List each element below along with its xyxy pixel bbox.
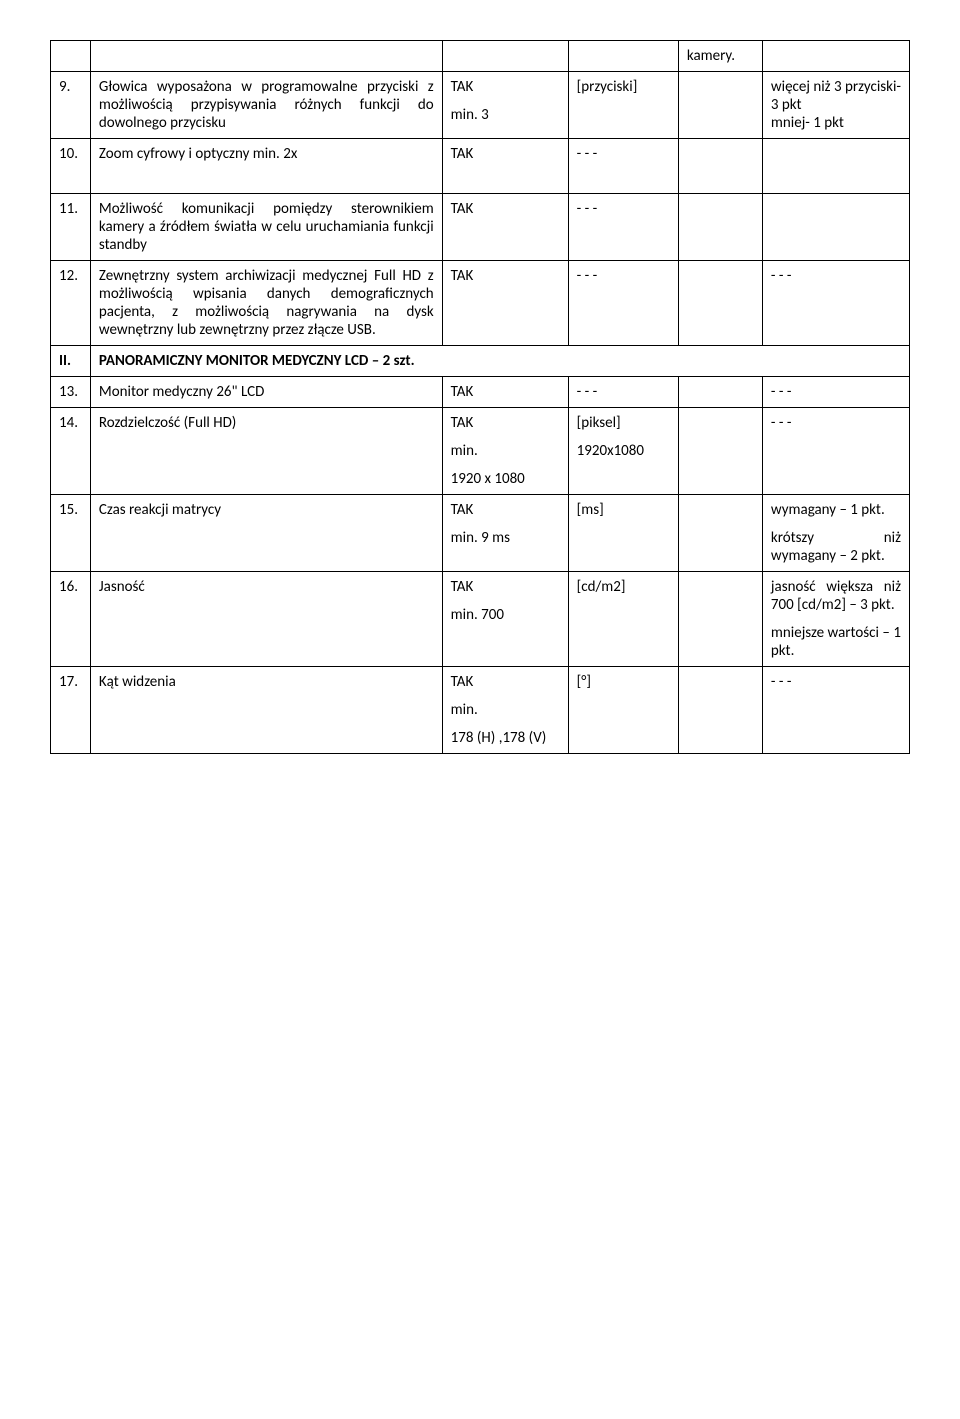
table-row: 17. Kąt widzenia TAK min. 178 (H) ,178 (… xyxy=(51,667,910,754)
cell-eval xyxy=(678,408,762,495)
cell-offer: - - - xyxy=(568,377,678,408)
table-row: 16. Jasność TAK min. 700 [cd/m2] jasność… xyxy=(51,572,910,667)
cell-desc: Zewnętrzny system archiwizacji medycznej… xyxy=(90,261,442,346)
req-line: min. xyxy=(451,701,560,719)
cell-num: 10. xyxy=(51,139,91,194)
cell-pts xyxy=(762,194,909,261)
pts-para: jasność większa niż 700 [cd/m2] – 3 pkt. xyxy=(771,578,901,614)
cell-pts: jasność większa niż 700 [cd/m2] – 3 pkt.… xyxy=(762,572,909,667)
req-line: min. 3 xyxy=(451,106,560,124)
table-row: kamery. xyxy=(51,41,910,72)
req-line: TAK xyxy=(451,414,560,432)
section-num: II. xyxy=(51,346,91,377)
cell-offer xyxy=(568,41,678,72)
cell-req: TAK min. 9 ms xyxy=(442,495,568,572)
table-row: 14. Rozdzielczość (Full HD) TAK min. 192… xyxy=(51,408,910,495)
cell-req: TAK min. 178 (H) ,178 (V) xyxy=(442,667,568,754)
cell-desc: Jasność xyxy=(90,572,442,667)
req-line: TAK xyxy=(451,673,560,691)
cell-pts: - - - xyxy=(762,377,909,408)
req-line: TAK xyxy=(451,78,560,96)
cell-eval xyxy=(678,667,762,754)
offer-line: [piksel] xyxy=(577,414,670,432)
cell-desc xyxy=(90,41,442,72)
req-line: min. xyxy=(451,442,560,460)
cell-req: TAK min. 3 xyxy=(442,72,568,139)
req-line: min. 700 xyxy=(451,606,560,624)
section-title: PANORAMICZNY MONITOR MEDYCZNY LCD – 2 sz… xyxy=(90,346,909,377)
cell-req: TAK xyxy=(442,377,568,408)
table-row: 12. Zewnętrzny system archiwizacji medyc… xyxy=(51,261,910,346)
cell-num: 16. xyxy=(51,572,91,667)
cell-pts: wymagany – 1 pkt. krótszy niż wymagany –… xyxy=(762,495,909,572)
table-row: 13. Monitor medyczny 26" LCD TAK - - - -… xyxy=(51,377,910,408)
cell-num xyxy=(51,41,91,72)
cell-eval xyxy=(678,495,762,572)
cell-num: 17. xyxy=(51,667,91,754)
cell-pts xyxy=(762,41,909,72)
pts-para: krótszy niż wymagany – 2 pkt. xyxy=(771,529,901,565)
cell-offer: - - - xyxy=(568,261,678,346)
table-row: 11. Możliwość komunikacji pomiędzy stero… xyxy=(51,194,910,261)
table-row: 9. Głowica wyposażona w programowalne pr… xyxy=(51,72,910,139)
cell-pts: - - - xyxy=(762,667,909,754)
req-line: 1920 x 1080 xyxy=(451,470,560,488)
cell-pts: więcej niż 3 przyciski- 3 pkt mniej- 1 p… xyxy=(762,72,909,139)
cell-num: 11. xyxy=(51,194,91,261)
cell-eval: kamery. xyxy=(678,41,762,72)
cell-req: TAK min. 1920 x 1080 xyxy=(442,408,568,495)
req-line: TAK xyxy=(451,501,560,519)
cell-desc: Zoom cyfrowy i optyczny min. 2x xyxy=(90,139,442,194)
cell-num: 13. xyxy=(51,377,91,408)
req-line: min. 9 ms xyxy=(451,529,560,547)
cell-desc: Kąt widzenia xyxy=(90,667,442,754)
cell-req xyxy=(442,41,568,72)
cell-num: 15. xyxy=(51,495,91,572)
req-line: 178 (H) ,178 (V) xyxy=(451,729,560,747)
cell-num: 14. xyxy=(51,408,91,495)
offer-line: 1920x1080 xyxy=(577,442,670,460)
table-row: 15. Czas reakcji matrycy TAK min. 9 ms [… xyxy=(51,495,910,572)
req-line: TAK xyxy=(451,578,560,596)
cell-eval xyxy=(678,377,762,408)
cell-eval xyxy=(678,72,762,139)
cell-eval xyxy=(678,139,762,194)
cell-eval xyxy=(678,572,762,667)
cell-pts xyxy=(762,139,909,194)
cell-eval xyxy=(678,194,762,261)
cell-desc: Monitor medyczny 26" LCD xyxy=(90,377,442,408)
cell-desc: Głowica wyposażona w programowalne przyc… xyxy=(90,72,442,139)
cell-eval xyxy=(678,261,762,346)
cell-offer: [°] xyxy=(568,667,678,754)
cell-offer: [ms] xyxy=(568,495,678,572)
spec-table: kamery. 9. Głowica wyposażona w programo… xyxy=(50,40,910,754)
table-row: 10. Zoom cyfrowy i optyczny min. 2x TAK … xyxy=(51,139,910,194)
cell-desc: Rozdzielczość (Full HD) xyxy=(90,408,442,495)
cell-desc: Czas reakcji matrycy xyxy=(90,495,442,572)
cell-req: TAK min. 700 xyxy=(442,572,568,667)
cell-num: 12. xyxy=(51,261,91,346)
pts-para: mniejsze wartości – 1 pkt. xyxy=(771,624,901,660)
pts-para: wymagany – 1 pkt. xyxy=(771,501,901,519)
cell-offer: [piksel] 1920x1080 xyxy=(568,408,678,495)
cell-offer: - - - xyxy=(568,139,678,194)
cell-offer: - - - xyxy=(568,194,678,261)
section-header-row: II. PANORAMICZNY MONITOR MEDYCZNY LCD – … xyxy=(51,346,910,377)
cell-offer: [cd/m2] xyxy=(568,572,678,667)
cell-req: TAK xyxy=(442,194,568,261)
cell-pts: - - - xyxy=(762,261,909,346)
cell-req: TAK xyxy=(442,261,568,346)
cell-req: TAK xyxy=(442,139,568,194)
cell-pts: - - - xyxy=(762,408,909,495)
cell-offer: [przyciski] xyxy=(568,72,678,139)
cell-desc: Możliwość komunikacji pomiędzy sterownik… xyxy=(90,194,442,261)
cell-num: 9. xyxy=(51,72,91,139)
